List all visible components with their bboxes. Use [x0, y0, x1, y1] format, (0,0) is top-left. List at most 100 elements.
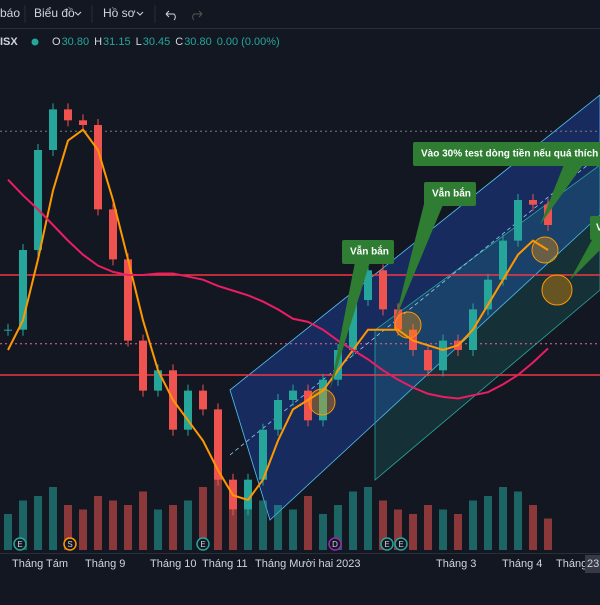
volume-bar — [169, 505, 177, 550]
candle — [259, 429, 267, 480]
legend-value: 31.15 — [103, 36, 131, 48]
candle — [49, 109, 57, 150]
legend-change: 0.00 (0.00%) — [217, 36, 280, 48]
volume-bar — [244, 496, 252, 550]
undo[interactable] — [165, 10, 176, 21]
callouts — [330, 142, 600, 390]
volume-bar — [4, 514, 12, 550]
callout — [590, 216, 600, 240]
volume-bar — [109, 500, 117, 550]
channel — [374, 164, 600, 481]
legend-label: H — [94, 36, 102, 48]
menu-chart[interactable]: Biểu đồ — [34, 6, 75, 20]
legend-label: C — [175, 36, 183, 48]
highlight — [541, 274, 573, 306]
highlight — [394, 311, 422, 339]
callout-pointer — [395, 200, 445, 320]
volume-bar — [454, 514, 462, 550]
event-icon[interactable] — [394, 537, 408, 551]
volume-bar — [379, 500, 387, 550]
legend-label: L — [136, 36, 142, 48]
volume-bar — [334, 505, 342, 550]
menu-profile[interactable]: Hồ sơ — [103, 6, 136, 20]
volume-bar — [139, 491, 147, 550]
event-icon[interactable] — [380, 537, 394, 551]
x-axis-label: Tháng 3 — [436, 558, 476, 570]
chevron — [74, 11, 82, 16]
candle — [289, 390, 297, 400]
candle — [394, 309, 402, 330]
callout — [342, 240, 394, 264]
volume-bar — [199, 487, 207, 550]
callout — [413, 142, 600, 166]
candle — [304, 390, 312, 421]
x-axis-label: Tháng Mười hai — [255, 558, 333, 570]
candle — [424, 350, 432, 371]
x-axis-label: Tháng 10 — [150, 558, 196, 570]
event-icon[interactable] — [328, 537, 342, 551]
current-date-box — [585, 555, 600, 573]
volume-bar — [289, 509, 297, 550]
callout-text: Vẫn bắn — [350, 245, 389, 258]
chevron — [136, 11, 144, 16]
volume-bar — [364, 487, 372, 550]
volume-bar — [484, 496, 492, 550]
moving-average — [7, 128, 549, 502]
candle — [214, 409, 222, 480]
x-axis-label: 2023 — [336, 558, 360, 570]
callout-pointer — [540, 162, 585, 225]
volume-bar — [124, 505, 132, 550]
x-axis-label: Tháng 11 — [202, 558, 248, 570]
candle — [274, 400, 282, 430]
volume-bar — [94, 496, 102, 550]
callout-pointer — [330, 262, 370, 390]
callout-text: Vào 30% test dòng tiền nếu quá thích cò — [421, 148, 600, 160]
candle — [334, 350, 342, 380]
x-axis-label: Tháng 4 — [502, 558, 542, 570]
redo[interactable] — [192, 10, 203, 21]
volume-bar — [19, 500, 27, 550]
candle — [154, 370, 162, 391]
candle — [19, 250, 27, 330]
channel-mid — [229, 154, 600, 456]
event-icon[interactable] — [63, 537, 77, 551]
current-date: 23 — [587, 558, 599, 570]
volume-bar — [34, 496, 42, 550]
menu-report[interactable]: báo — [0, 6, 20, 20]
x-axis-label: Tháng 9 — [85, 558, 125, 570]
candle — [379, 270, 387, 310]
callout-text: Vẫn bắn — [432, 187, 471, 200]
highlight — [308, 388, 336, 416]
candle — [544, 204, 552, 225]
candle — [484, 279, 492, 310]
event-icon[interactable] — [196, 537, 210, 551]
volume-bar — [409, 514, 417, 550]
candle — [109, 209, 117, 260]
volume-bar — [469, 500, 477, 550]
volume-bar — [274, 505, 282, 550]
volume-bar — [49, 487, 57, 550]
plot — [0, 103, 600, 550]
candle — [34, 150, 42, 250]
volume-bar — [544, 518, 552, 550]
candle — [124, 259, 132, 341]
event-letter: E — [200, 540, 205, 549]
candle — [499, 240, 507, 280]
volume-bar — [214, 478, 222, 550]
candle — [199, 390, 207, 410]
event-letter: E — [384, 540, 389, 549]
symbol: ISX — [0, 36, 18, 48]
volume-bar — [259, 500, 267, 550]
volume-bar — [184, 500, 192, 550]
callout-pointer — [570, 240, 600, 280]
volume-bar — [514, 491, 522, 550]
toolbar — [0, 0, 600, 28]
event-letter: E — [17, 540, 22, 549]
volume-bar — [439, 509, 447, 550]
volume-bar — [499, 487, 507, 550]
candle — [529, 200, 537, 205]
volume-bar — [349, 491, 357, 550]
event-icon[interactable] — [13, 537, 27, 551]
